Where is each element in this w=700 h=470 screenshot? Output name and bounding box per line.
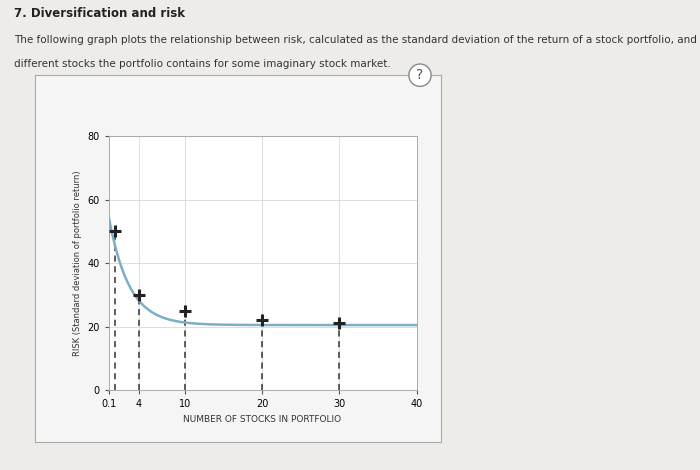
Y-axis label: RISK (Standard deviation of portfolio return): RISK (Standard deviation of portfolio re… (73, 171, 81, 356)
Text: The following graph plots the relationship between risk, calculated as the stand: The following graph plots the relationsh… (14, 35, 700, 45)
Text: different stocks the portfolio contains for some imaginary stock market.: different stocks the portfolio contains … (14, 59, 391, 69)
X-axis label: NUMBER OF STOCKS IN PORTFOLIO: NUMBER OF STOCKS IN PORTFOLIO (183, 415, 342, 423)
Text: 7. Diversification and risk: 7. Diversification and risk (14, 7, 185, 20)
Text: ?: ? (416, 68, 424, 82)
